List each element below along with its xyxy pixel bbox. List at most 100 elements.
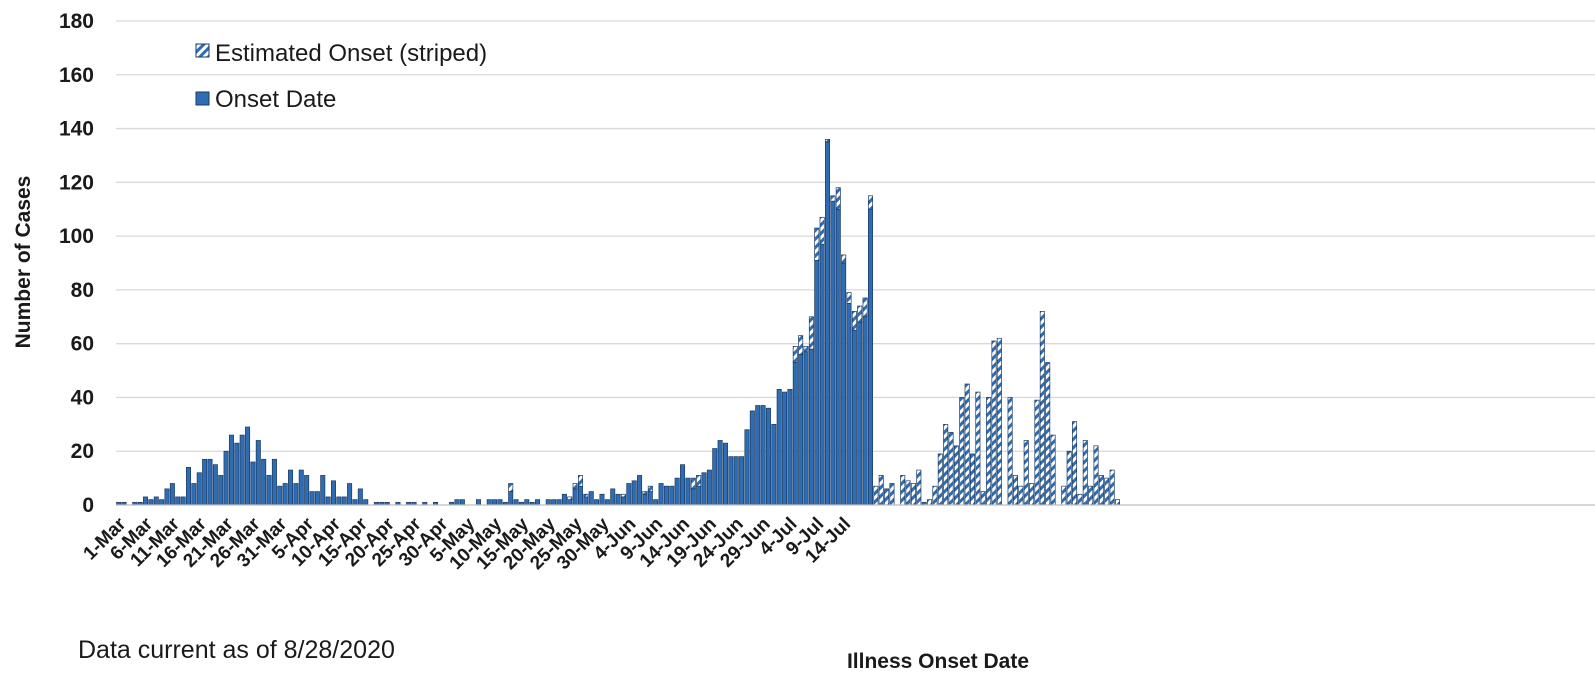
bar-onset-date	[680, 464, 686, 506]
bar-onset-date	[535, 499, 541, 506]
bar-onset-date	[728, 456, 734, 506]
bar-estimated-onset	[1045, 362, 1051, 506]
bar-onset-date	[814, 259, 820, 506]
bar-estimated-onset	[1098, 475, 1104, 506]
bar-onset-date	[556, 499, 562, 506]
y-tick-label: 160	[59, 64, 94, 87]
bar-estimated-onset	[1082, 440, 1088, 506]
bar-onset-date	[658, 483, 664, 506]
bar-estimated-onset	[991, 340, 997, 506]
bar-onset-date	[245, 426, 251, 506]
bar-onset-date	[857, 321, 863, 506]
bar-onset-date	[717, 440, 723, 506]
bar-onset-date	[524, 499, 530, 506]
bar-onset-date	[486, 499, 492, 506]
bar-onset-date	[620, 496, 626, 506]
bars	[116, 138, 1121, 506]
bar-estimated-onset	[932, 485, 938, 506]
bar-onset-date	[647, 491, 653, 506]
bar-estimated-onset	[943, 423, 949, 506]
bar-estimated-onset	[792, 346, 798, 363]
bar-onset-date	[325, 496, 331, 506]
y-tick-label: 80	[71, 279, 94, 302]
bar-estimated-onset	[1104, 477, 1110, 506]
bar-onset-date	[148, 499, 154, 506]
bar-onset-date	[739, 456, 745, 506]
bar-onset-date	[599, 493, 605, 506]
bar-onset-date	[261, 458, 267, 506]
bar-onset-date	[282, 483, 288, 506]
bar-onset-date	[862, 316, 868, 506]
bar-estimated-onset	[1093, 445, 1099, 506]
bar-onset-date	[578, 485, 584, 506]
bar-estimated-onset	[825, 138, 831, 143]
bar-onset-date	[685, 477, 691, 506]
bar-onset-date	[143, 496, 149, 506]
y-tick-label: 140	[59, 118, 94, 141]
bar-estimated-onset	[690, 477, 696, 490]
bar-onset-date	[583, 496, 589, 506]
bar-estimated-onset	[851, 311, 857, 331]
y-tick-label: 40	[71, 386, 94, 409]
bar-estimated-onset	[508, 483, 514, 492]
y-tick-label: 120	[59, 171, 94, 194]
bar-onset-date	[304, 475, 310, 506]
bar-onset-date	[637, 475, 643, 506]
bar-estimated-onset	[916, 469, 922, 506]
bar-estimated-onset	[970, 453, 976, 506]
gridlines	[116, 20, 1595, 452]
bar-onset-date	[835, 208, 841, 506]
bar-onset-date	[551, 499, 557, 506]
bar-onset-date	[744, 429, 750, 506]
bar-onset-date	[776, 389, 782, 506]
bar-onset-date	[309, 491, 315, 506]
bar-onset-date	[760, 405, 766, 506]
bar-onset-date	[169, 483, 175, 506]
bar-estimated-onset	[572, 483, 578, 490]
bar-onset-date	[642, 493, 648, 506]
bar-onset-date	[631, 480, 637, 506]
bar-onset-date	[459, 499, 465, 506]
bar-estimated-onset	[1109, 469, 1115, 506]
bar-onset-date	[696, 485, 702, 506]
bar-onset-date	[239, 434, 245, 506]
bar-onset-date	[180, 496, 186, 506]
bar-estimated-onset	[1088, 485, 1094, 506]
bar-estimated-onset	[1029, 483, 1035, 506]
bar-estimated-onset	[819, 216, 825, 245]
bar-onset-date	[803, 351, 809, 506]
bar-onset-date	[690, 488, 696, 506]
bar-estimated-onset	[964, 383, 970, 506]
bar-onset-date	[218, 475, 224, 506]
bar-estimated-onset	[798, 335, 804, 355]
bar-estimated-onset	[1061, 485, 1067, 506]
bar-onset-date	[207, 458, 213, 506]
bar-onset-date	[347, 483, 353, 506]
bar-onset-date	[288, 469, 294, 506]
bar-onset-date	[357, 488, 363, 506]
bar-estimated-onset	[846, 292, 852, 304]
bar-estimated-onset	[578, 475, 584, 487]
bar-estimated-onset	[937, 453, 943, 506]
bar-onset-date	[701, 472, 707, 506]
bar-estimated-onset	[583, 493, 589, 498]
bar-onset-date	[771, 423, 777, 506]
bar-onset-date	[234, 442, 240, 506]
bar-estimated-onset	[642, 491, 648, 495]
bar-onset-date	[604, 499, 610, 506]
bar-onset-date	[314, 491, 320, 506]
bar-onset-date	[846, 302, 852, 506]
bar-estimated-onset	[1039, 311, 1045, 506]
bar-onset-date	[352, 499, 358, 506]
bar-estimated-onset	[1023, 440, 1029, 506]
legend-label-solid: Onset Date	[215, 86, 336, 113]
bar-onset-date	[330, 480, 336, 506]
bar-onset-date	[320, 475, 326, 506]
bar-estimated-onset	[696, 475, 702, 487]
bar-estimated-onset	[647, 485, 653, 492]
bar-onset-date	[561, 493, 567, 506]
bar-onset-date	[653, 499, 659, 506]
bar-estimated-onset	[1034, 399, 1040, 506]
bar-estimated-onset	[803, 346, 809, 353]
y-tick-label: 20	[71, 440, 94, 463]
